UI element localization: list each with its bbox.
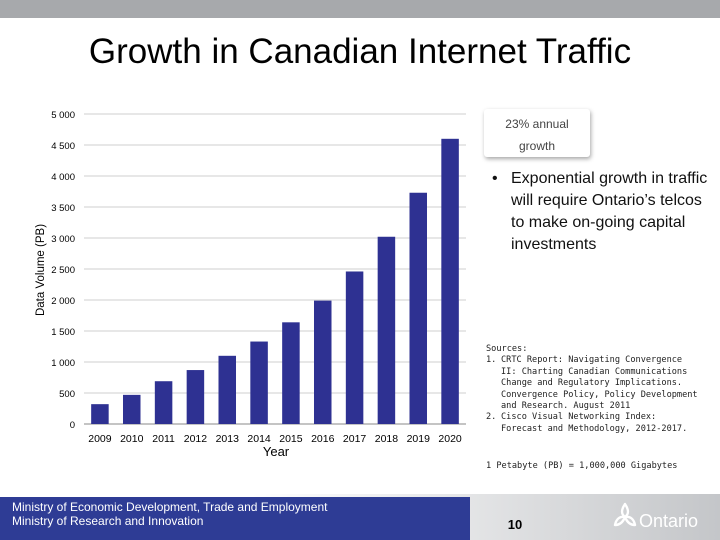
y-tick-label: 4 500 — [51, 141, 75, 152]
y-tick-label: 2 500 — [51, 265, 75, 276]
y-tick-label: 5 000 — [51, 110, 75, 121]
page-number: 10 — [507, 517, 523, 532]
ministry-band: Ministry of Economic Development, Trade … — [0, 497, 470, 540]
y-tick-label: 2 000 — [51, 296, 75, 307]
ministry-line-2: Ministry of Research and Innovation — [12, 514, 204, 528]
y-tick-label: 4 000 — [51, 172, 75, 183]
x-tick-label: 2012 — [184, 433, 208, 445]
x-tick-label: 2013 — [216, 433, 240, 445]
bar-2019 — [409, 192, 428, 424]
y-tick-label: 3 000 — [51, 234, 75, 245]
bar-2011 — [154, 381, 173, 424]
x-tick-label: 2009 — [88, 433, 112, 445]
annual-growth-callout: 23% annual growth — [484, 109, 590, 157]
source-item: 1. CRTC Report: Navigating Convergence I… — [486, 355, 702, 412]
sources-list: 1. CRTC Report: Navigating Convergence I… — [486, 355, 702, 435]
source-text: Cisco Visual Networking Index: Forecast … — [501, 412, 688, 434]
source-number: 1. — [486, 355, 497, 366]
bullet-item: Exponential growth in traffic will requi… — [511, 170, 708, 253]
trillium-icon — [613, 502, 637, 527]
ontario-wordmark: Ontario — [639, 511, 699, 531]
bar-2017 — [345, 271, 364, 424]
petabyte-footnote: 1 Petabyte (PB) = 1,000,000 Gigabytes — [486, 461, 678, 471]
y-tick-label: 0 — [70, 420, 75, 431]
ministry-line-1: Ministry of Economic Development, Trade … — [12, 500, 328, 514]
bar-2012 — [186, 370, 205, 424]
y-tick-label: 1 000 — [51, 358, 75, 369]
source-number: 2. — [486, 412, 497, 423]
bar-2010 — [122, 394, 141, 424]
ontario-logo: Ontario — [612, 500, 718, 536]
callout-line-1: 23% annual — [505, 117, 569, 131]
y-tick-label: 1 500 — [51, 327, 75, 338]
page-title: Growth in Canadian Internet Traffic — [88, 32, 632, 71]
y-tick-label: 3 500 — [51, 203, 75, 214]
x-tick-label: 2017 — [343, 433, 367, 445]
bar-2018 — [377, 236, 396, 424]
x-tick-label: 2018 — [375, 433, 399, 445]
x-tick-label: 2015 — [279, 433, 303, 445]
x-axis-label: Year — [263, 444, 290, 459]
x-tick-label: 2020 — [438, 433, 462, 445]
x-tick-label: 2011 — [152, 433, 175, 445]
source-text: CRTC Report: Navigating Convergence II: … — [501, 355, 698, 412]
bar-2013 — [218, 355, 237, 424]
top-gray-bar — [0, 0, 720, 18]
bullet-list: • Exponential growth in traffic will req… — [492, 168, 714, 256]
callout-line-2: growth — [518, 139, 556, 153]
bar-2016 — [313, 300, 332, 424]
x-tick-label: 2019 — [407, 433, 431, 445]
bar-2020 — [441, 138, 459, 425]
x-tick-label: 2014 — [247, 433, 271, 445]
y-tick-label: 500 — [59, 389, 75, 400]
x-tick-label: 2016 — [311, 433, 335, 445]
x-tick-label: 2010 — [120, 433, 144, 445]
sources-block: Sources: 1. CRTC Report: Navigating Conv… — [486, 344, 702, 435]
bar-2009 — [91, 404, 109, 424]
sources-heading: Sources: — [486, 344, 528, 354]
bar-2014 — [250, 341, 268, 424]
bar-2015 — [282, 322, 300, 424]
bullet-icon: • — [492, 170, 498, 187]
source-item: 2. Cisco Visual Networking Index: Foreca… — [486, 412, 702, 435]
y-axis-label: Data Volume (PB) — [35, 224, 47, 316]
